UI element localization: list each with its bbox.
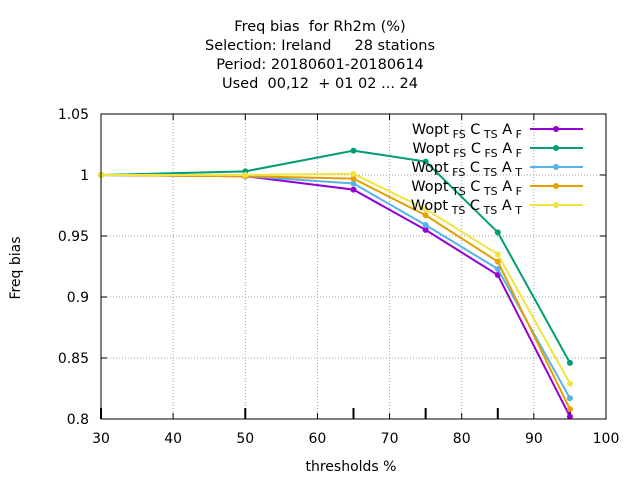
data-point [566,380,573,387]
x-tick-label: 90 [525,431,543,447]
data-point [350,147,357,154]
series-line [100,149,571,364]
data-point [422,222,429,229]
y-axis-label: Freq bias [8,236,24,299]
data-point [494,258,501,265]
data-point [422,226,429,233]
y-tick-label: 0.85 [58,351,89,367]
data-point [242,172,249,178]
data-point [350,170,357,177]
data-point [350,186,357,193]
legend-swatch-point [553,183,559,189]
series-5 [98,170,573,387]
legend-entry-2: Wopt FS C FS A F [412,141,583,160]
x-tick-label: 30 [92,431,110,447]
x-tick-label: 40 [164,431,182,447]
x-axis-label: thresholds % [306,459,397,475]
data-point [350,180,357,187]
series-group [98,147,573,420]
data-point [494,265,501,272]
legend-entry-5: Wopt TS C TS A T [411,198,583,217]
series-line [100,174,571,410]
y-tick-label: 1.05 [58,107,89,123]
x-axis-ticks: 30 40 50 60 70 80 90 100 [92,114,619,447]
series-line [101,172,571,385]
legend-label: Wopt TS C TS A F [411,179,522,198]
y-tick-label: 0.9 [67,290,89,306]
legend-swatch-point [553,164,559,170]
y-tick-label: 0.95 [58,229,89,245]
legend-label: Wopt FS C TS A T [411,160,522,179]
x-tick-label: 70 [381,431,399,447]
data-point [494,251,501,258]
data-point [350,175,357,182]
data-point [566,406,573,413]
legend-entry-3: Wopt FS C TS A T [411,160,583,179]
legend-swatch-point [553,126,559,132]
y-tick-label: 1 [80,168,89,184]
legend-entry-4: Wopt TS C TS A F [411,179,583,198]
title-line-4: Used 00,12 + 01 02 ... 24 [221,76,418,92]
title-line-2: Selection: Ireland 28 stations [204,38,436,54]
legend-swatch-point [553,202,559,208]
data-point [566,413,573,420]
x-tick-label: 60 [309,431,327,447]
x-tick-label: 100 [593,431,620,447]
data-point [422,158,429,165]
grid [101,114,606,419]
data-point [566,359,573,366]
legend-swatch-point [553,145,559,151]
plot-frame [100,113,607,420]
data-point [422,206,429,213]
data-point [422,212,429,219]
legend-label: Wopt TS C TS A T [411,198,522,217]
legend-entry-1: Wopt FS C TS A F [412,122,583,141]
title-line-3: Period: 20180601-20180614 [216,57,424,73]
data-point [494,229,501,236]
legend-label: Wopt FS C TS A F [412,122,522,141]
title-line-1: Freq bias for Rh2m (%) [234,19,406,35]
x-tick-label: 50 [236,431,254,447]
y-tick-label: 0.8 [67,412,89,428]
x-tick-label: 80 [453,431,471,447]
data-point [566,395,573,402]
legend-label: Wopt FS C FS A F [412,141,522,160]
